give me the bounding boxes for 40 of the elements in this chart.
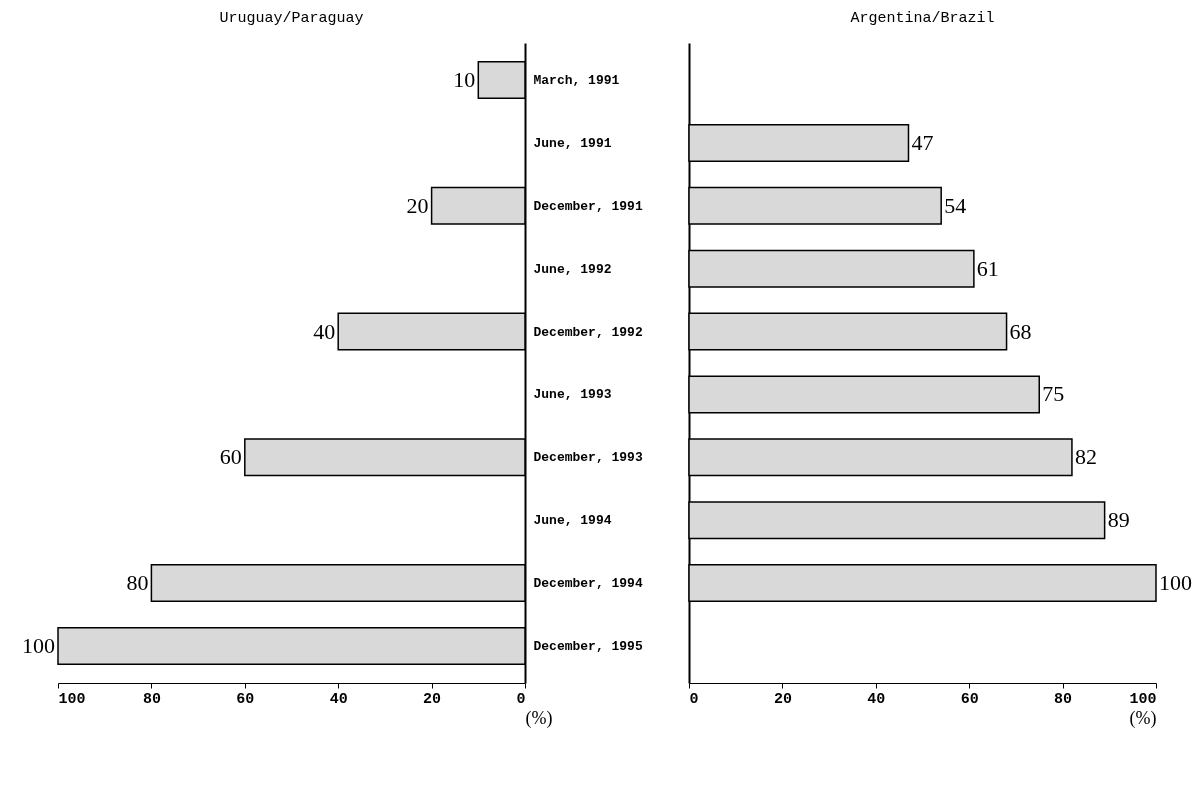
x-axis-title: (%) [1129,707,1157,729]
data-label: 89 [1107,507,1130,533]
data-label: 40 [313,318,336,344]
x-tick-label: 20 [773,690,792,708]
x-tick-label: 0 [689,690,699,708]
x-tick-label: 60 [960,690,979,708]
y-tick-label: March, 1991 [533,73,620,89]
data-label: 61 [976,255,999,281]
data-label: 100 [22,632,55,658]
x-tick-label: 40 [329,690,348,708]
data-label: 82 [1074,444,1097,470]
y-tick-label: December, 1993 [533,450,643,466]
y-tick-label: June, 1993 [533,387,612,403]
x-tick-label: 20 [423,690,442,708]
chart-title: Uruguay/Paraguay [219,10,364,27]
data-label: 54 [944,192,967,218]
x-axis-title: (%) [525,707,553,729]
x-tick-label: 80 [1054,690,1073,708]
x-tick-label: 40 [867,690,886,708]
x-tick-label: 0 [516,690,526,708]
y-tick-label: June, 1992 [533,261,612,277]
y-tick-label: June, 1994 [533,513,612,529]
data-label: 20 [406,192,429,218]
data-label: 10 [453,67,476,93]
y-tick-label: December, 1991 [533,198,643,214]
data-label: 68 [1009,318,1032,344]
data-label: 75 [1042,381,1065,407]
chart-title: Argentina/Brazil [850,10,995,27]
x-tick-label: 80 [142,690,161,708]
x-tick-label: 60 [236,690,255,708]
data-label: 80 [126,570,149,596]
y-tick-label: December, 1992 [533,324,643,340]
x-tick-label: 100 [1129,690,1157,708]
data-label: 60 [219,444,242,470]
y-tick-label: December, 1994 [533,576,643,592]
data-label: 100 [1159,570,1192,596]
y-tick-label: December, 1995 [533,638,643,654]
data-label: 47 [911,129,934,155]
x-tick-label: 100 [58,690,86,708]
y-tick-label: June, 1991 [533,135,612,151]
